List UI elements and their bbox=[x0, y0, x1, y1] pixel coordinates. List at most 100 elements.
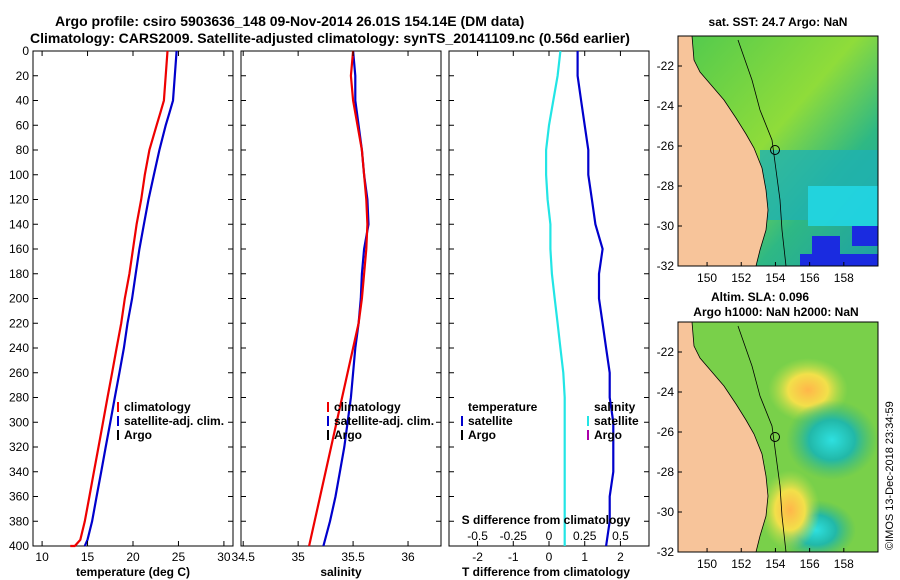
sst-cyan-patch bbox=[808, 186, 878, 226]
legend-argo-label: Argo bbox=[334, 428, 362, 442]
y-tick-label: 0 bbox=[22, 44, 29, 58]
y-tick-label: 200 bbox=[9, 292, 29, 306]
map-x-tick-label: 156 bbox=[800, 271, 820, 285]
difference-legend-temperature: temperature satellite Argo bbox=[461, 400, 538, 442]
series-line-climatology bbox=[308, 50, 369, 547]
sst-land bbox=[678, 36, 769, 266]
y-tick-label: 400 bbox=[9, 539, 29, 553]
temperature-x-axis-label: temperature (deg C) bbox=[76, 565, 190, 579]
temperature-legend: climatology satellite-adj. clim. Argo bbox=[117, 400, 224, 442]
x-tick-label: 34.5 bbox=[232, 550, 256, 564]
difference-x-axis-label: T difference from climatology bbox=[462, 565, 630, 579]
map-x-tick-label: 150 bbox=[697, 557, 717, 571]
series-line-salinity-satellite bbox=[544, 50, 566, 546]
sst-coastline bbox=[737, 39, 787, 266]
sst-blue-patch-1 bbox=[812, 236, 840, 258]
y-tick-label: 80 bbox=[16, 143, 30, 157]
sla-map-title-1: Altim. SLA: 0.096 bbox=[711, 290, 809, 304]
watermark: ©IMOS 13-Dec-2018 23:34:59 bbox=[884, 401, 896, 550]
x-tick-label: 20 bbox=[126, 550, 140, 564]
map-x-tick-label: 154 bbox=[765, 271, 785, 285]
y-tick-label: 280 bbox=[9, 391, 29, 405]
x-tick-label: 36 bbox=[401, 550, 415, 564]
x-tick-label: 15 bbox=[81, 550, 95, 564]
y-tick-label: 240 bbox=[9, 341, 29, 355]
map-y-tick-label: -22 bbox=[657, 345, 675, 359]
sla-anomaly-2 bbox=[786, 400, 878, 480]
legend-satellite-label: satellite-adj. clim. bbox=[124, 414, 224, 428]
map-y-tick-label: -24 bbox=[657, 385, 675, 399]
legend-satellite-label: satellite-adj. clim. bbox=[334, 414, 434, 428]
map-x-tick-label: 158 bbox=[834, 557, 854, 571]
figure-title-line2: Climatology: CARS2009. Satellite-adjuste… bbox=[30, 30, 630, 46]
x2-tick-label: 0 bbox=[546, 529, 553, 543]
salinity-legend: climatology satellite-adj. clim. Argo bbox=[327, 400, 434, 442]
legend-climatology-label: climatology bbox=[334, 400, 401, 414]
y-tick-label: 180 bbox=[9, 267, 29, 281]
y-tick-label: 380 bbox=[9, 514, 29, 528]
sla-map-title-2: Argo h1000: NaN h2000: NaN bbox=[693, 305, 858, 319]
map-x-tick-label: 154 bbox=[765, 557, 785, 571]
legend-s-argo-label: Argo bbox=[594, 428, 622, 442]
legend-temperature-heading: temperature bbox=[468, 400, 538, 414]
map-x-tick-label: 152 bbox=[731, 557, 751, 571]
map-y-tick-label: -30 bbox=[657, 219, 675, 233]
y-tick-label: 360 bbox=[9, 490, 29, 504]
sla-profile-marker bbox=[770, 432, 780, 442]
map-y-tick-label: -24 bbox=[657, 99, 675, 113]
map-y-tick-label: -26 bbox=[657, 425, 675, 439]
map-y-tick-label: -22 bbox=[657, 59, 675, 73]
sst-map-title: sat. SST: 24.7 Argo: NaN bbox=[709, 15, 848, 29]
x-tick-label: 2 bbox=[617, 550, 624, 564]
y-tick-label: 60 bbox=[16, 118, 30, 132]
y-tick-label: 340 bbox=[9, 465, 29, 479]
series-line-satellite bbox=[83, 50, 178, 547]
x2-tick-label: -0.25 bbox=[500, 529, 528, 543]
sla-map: Altim. SLA: 0.096 Argo h1000: NaN h2000:… bbox=[657, 290, 879, 571]
y-tick-label: 220 bbox=[9, 316, 29, 330]
salinity-x-axis-label: salinity bbox=[320, 565, 362, 579]
map-y-tick-label: -32 bbox=[657, 259, 675, 273]
map-x-tick-label: 150 bbox=[697, 271, 717, 285]
x-tick-label: 30 bbox=[217, 550, 231, 564]
y-tick-label: 300 bbox=[9, 415, 29, 429]
difference-panel: -2 -1 0 1 2 -0.5 -0.25 0 0.25 0.5 T difference fr… bbox=[448, 50, 650, 579]
y-tick-label: 40 bbox=[16, 94, 30, 108]
figure-title-line1: Argo profile: csiro 5903636_148 09-Nov-2… bbox=[55, 13, 524, 29]
map-y-tick-label: -26 bbox=[657, 139, 675, 153]
map-x-tick-label: 156 bbox=[800, 557, 820, 571]
map-y-tick-label: -32 bbox=[657, 545, 675, 559]
sst-blue-patch-2 bbox=[852, 226, 878, 246]
sla-anomaly-4 bbox=[760, 470, 820, 550]
temperature-panel: 0 20 40 60 80 100 120 140 160 180 200 220 240 260 280 3… bbox=[9, 44, 234, 579]
series-line-temperature-satellite bbox=[576, 51, 615, 547]
x2-tick-label: -0.5 bbox=[467, 529, 488, 543]
x2-tick-label: 0.5 bbox=[612, 529, 629, 543]
y-tick-label: 160 bbox=[9, 242, 29, 256]
x-tick-label: 0 bbox=[546, 550, 553, 564]
x-tick-label: 35.5 bbox=[341, 550, 365, 564]
x-tick-label: -1 bbox=[508, 550, 519, 564]
y-tick-label: 120 bbox=[9, 193, 29, 207]
y-tick-label: 260 bbox=[9, 366, 29, 380]
sla-land bbox=[678, 322, 769, 552]
y-tick-label: 140 bbox=[9, 217, 29, 231]
x-tick-label: 35 bbox=[291, 550, 305, 564]
y-tick-label: 320 bbox=[9, 440, 29, 454]
sst-profile-marker bbox=[770, 145, 780, 155]
x-tick-label: 1 bbox=[581, 550, 588, 564]
difference-legend-salinity: salinity satellite Argo bbox=[587, 400, 639, 442]
sla-map-frame bbox=[677, 321, 879, 553]
map-x-tick-label: 152 bbox=[731, 271, 751, 285]
legend-climatology-label: climatology bbox=[124, 400, 191, 414]
map-y-tick-label: -30 bbox=[657, 505, 675, 519]
legend-t-satellite-label: satellite bbox=[468, 414, 513, 428]
map-y-tick-label: -28 bbox=[657, 465, 675, 479]
legend-t-argo-label: Argo bbox=[468, 428, 496, 442]
difference-x2-axis-label: S difference from climatology bbox=[462, 513, 631, 527]
sst-map-frame bbox=[677, 35, 879, 267]
x-tick-label: 10 bbox=[35, 550, 49, 564]
legend-s-satellite-label: satellite bbox=[594, 414, 639, 428]
y-tick-label: 100 bbox=[9, 168, 29, 182]
